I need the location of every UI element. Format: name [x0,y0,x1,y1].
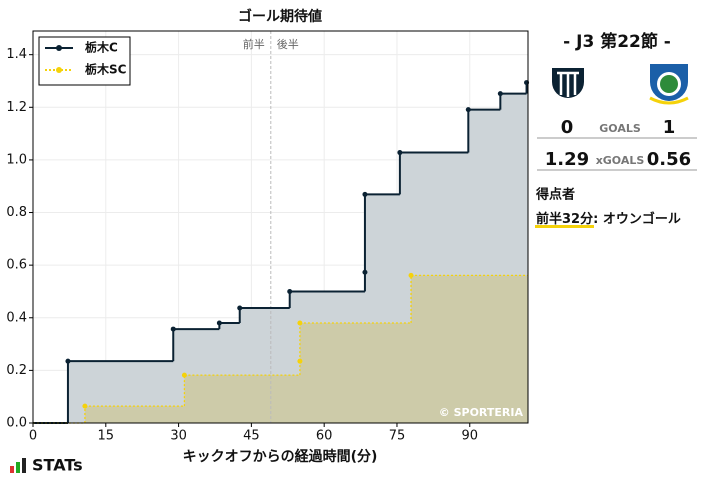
chart-title: ゴール期待値 [238,8,322,25]
point [65,358,71,364]
x-tick-label: 15 [98,429,115,444]
point [181,372,187,378]
y-tick-label: 1.4 [6,47,27,62]
point [497,91,503,97]
point [297,320,303,326]
point [82,403,88,409]
point [362,269,368,275]
x-tick-label: 0 [29,429,37,444]
plot-area [32,31,528,424]
x-tick-label: 45 [243,429,260,444]
scorer-time: 前半32分 [536,211,593,227]
x-axis-label: キックオフからの経過時間(分) [183,448,378,465]
point [170,326,176,332]
legend-box [38,36,131,86]
x-tick-label: 30 [170,429,187,444]
scorer-sep: : [593,212,603,227]
away-logo [649,64,689,105]
y-tick-label: 0.0 [6,416,27,431]
away-goals: 1 [663,117,676,138]
underline [535,225,594,228]
point [216,320,222,326]
legend-marker [56,67,62,73]
scorers-title: 得点者 [535,187,575,203]
x-tick-label: 60 [316,429,333,444]
brand-icon [10,458,26,473]
y-tick-label: 1.2 [6,100,27,115]
home-xg: 1.29 [545,149,589,170]
point [287,288,293,294]
legend-label: 栃木C [85,40,118,55]
point [237,305,243,311]
brand: STATs [32,456,83,475]
legend-label: 栃木SC [85,62,127,77]
y-tick-label: 0.2 [6,363,27,378]
point [397,150,403,156]
point [408,272,414,278]
scorer: 前半32分: オウンゴール [536,211,681,227]
x-tick-label: 90 [461,429,478,444]
point [362,191,368,197]
legend-marker [56,45,62,51]
scorer-name: オウンゴール [603,211,681,227]
point [297,358,303,364]
y-tick-label: 0.6 [6,258,27,273]
point [465,107,471,113]
x-tick-label: 75 [389,429,406,444]
y-tick-label: 0.4 [6,310,27,325]
xg-label: xGOALS [596,154,645,167]
legend: 栃木C 栃木SC [38,36,131,86]
home-goals: 0 [561,117,574,138]
goals-label: GOALS [599,122,641,135]
away-xg: 0.56 [647,149,691,170]
match-title: - J3 第22節 - [563,31,671,52]
home-logo [552,68,584,98]
half-label: 前半 [243,37,265,51]
y-tick-label: 1.0 [6,152,27,167]
watermark: © SPORTERIA [439,406,524,419]
half-label: 後半 [277,37,299,51]
plot-border [32,30,529,424]
y-tick-label: 0.8 [6,205,27,220]
area [33,275,528,423]
